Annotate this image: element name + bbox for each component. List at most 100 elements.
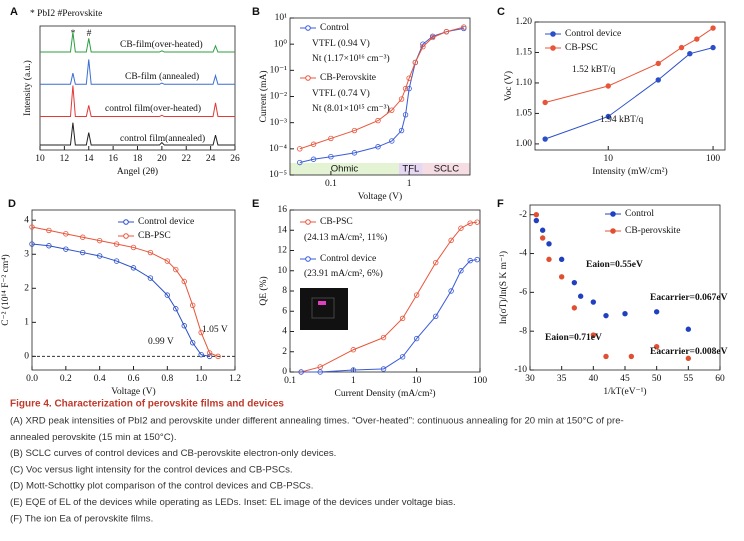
data-point [130, 244, 137, 251]
data-point [603, 312, 609, 319]
caption-line: (E) EQE of EL of the devices while opera… [10, 497, 456, 508]
legend-marker [550, 31, 556, 37]
data-point [694, 36, 700, 42]
data-point [164, 258, 171, 264]
x-tick-label: 55 [684, 374, 694, 384]
caption-line: (F) The ion Ea of perovskite films. [10, 513, 153, 524]
annotation: VTFL (0.74 V) [312, 88, 370, 99]
data-point [429, 34, 436, 41]
data-point [389, 138, 395, 144]
x-tick-label: 0.8 [161, 374, 173, 384]
data-point [433, 313, 439, 320]
x-tick-label: 100 [473, 376, 488, 386]
data-point [458, 225, 464, 231]
x-tick-label: 10 [604, 154, 614, 164]
x-tick-label: 0.1 [325, 179, 337, 189]
annotation: Eacarrier=0.067eV [650, 293, 728, 303]
legend-label: CB-perovskite [625, 226, 680, 236]
data-point [29, 224, 35, 230]
x-axis-label: Voltage (V) [111, 386, 155, 397]
y-tick-label: 4 [24, 215, 29, 225]
data-point [546, 256, 552, 263]
series-line [40, 85, 235, 118]
x-tick-label: 12 [60, 154, 70, 164]
y-tick-label: 1.10 [515, 78, 532, 88]
x-tick-label: 40 [589, 374, 599, 384]
x-tick-label: 14 [84, 154, 94, 164]
data-point [678, 44, 685, 51]
data-point [350, 367, 357, 373]
data-point [571, 279, 578, 286]
data-point [398, 96, 405, 102]
data-point [533, 217, 540, 224]
x-axis-label: 1/kT(eV⁻¹) [603, 386, 646, 397]
data-point [542, 99, 548, 106]
annotation: (24.13 mA/cm², 11%) [304, 232, 387, 243]
legend-label: Control [320, 23, 349, 33]
plot-frame [534, 21, 726, 151]
plot-frame [31, 209, 236, 371]
data-point [310, 141, 317, 147]
data-point [546, 241, 552, 247]
x-tick-label: 1.2 [229, 374, 241, 384]
data-point [402, 85, 409, 92]
data-point [63, 231, 69, 237]
data-point [433, 259, 439, 266]
data-point [328, 135, 334, 142]
panel-letter: A [10, 6, 18, 18]
panel-letter: F [497, 198, 504, 210]
legend-marker [123, 219, 129, 225]
data-point [577, 293, 584, 299]
data-point [399, 315, 406, 322]
curve-label: control film(over-heated) [105, 103, 201, 114]
data-point [406, 85, 412, 92]
data-point [317, 369, 323, 375]
x-tick-label: 100 [706, 154, 721, 164]
annotation: 0.99 V [148, 337, 174, 347]
y-tick-label: 1.00 [515, 139, 532, 149]
caption-line: (B) SCLC curves of control devices and C… [10, 448, 336, 459]
y-tick-label: 1 [24, 318, 29, 328]
data-point [113, 258, 120, 264]
y-tick-label: -10 [514, 365, 527, 375]
legend-marker [305, 25, 311, 31]
data-point [412, 59, 419, 66]
y-axis-label: QE (%) [258, 276, 269, 305]
x-tick-label: 10 [412, 376, 422, 386]
y-tick-label: 10¹ [275, 13, 288, 23]
region [422, 163, 470, 175]
data-point [80, 234, 86, 240]
x-axis-label: Angel (2θ) [117, 166, 158, 177]
data-point [685, 326, 692, 332]
data-point [380, 366, 387, 372]
data-point [96, 237, 103, 244]
data-point [190, 340, 196, 346]
annotation: (23.91 mA/cm², 6%) [304, 268, 383, 279]
series-line [31, 243, 210, 357]
y-tick-label: 10⁻² [270, 92, 288, 102]
data-point [467, 220, 473, 226]
x-tick-label: 18 [133, 154, 143, 164]
inset-glow [318, 301, 326, 305]
data-point [46, 243, 52, 249]
annotation: 1.05 V [202, 325, 228, 335]
legend-marker [305, 256, 311, 262]
data-point [96, 253, 103, 259]
y-tick-label: 10⁰ [274, 38, 288, 49]
x-tick-label: 26 [230, 154, 240, 164]
data-point [380, 334, 387, 341]
caption-line: (C) Voc versus light intensity for the c… [10, 464, 293, 475]
x-tick-label: 0.6 [128, 374, 140, 384]
region-label: TFL [402, 164, 419, 175]
data-point [413, 335, 420, 342]
peak-mark: # [87, 29, 92, 39]
data-point [375, 144, 381, 150]
data-point [655, 77, 661, 83]
y-tick-label: 10 [278, 266, 288, 276]
x-tick-label: 0.0 [26, 374, 38, 384]
y-axis-label: Voc (V) [503, 71, 514, 101]
series-line [40, 32, 235, 53]
legend-label: Control device [320, 254, 376, 264]
data-point [402, 112, 409, 118]
caption-line: (D) Mott-Schottky plot comparison of the… [10, 481, 313, 492]
